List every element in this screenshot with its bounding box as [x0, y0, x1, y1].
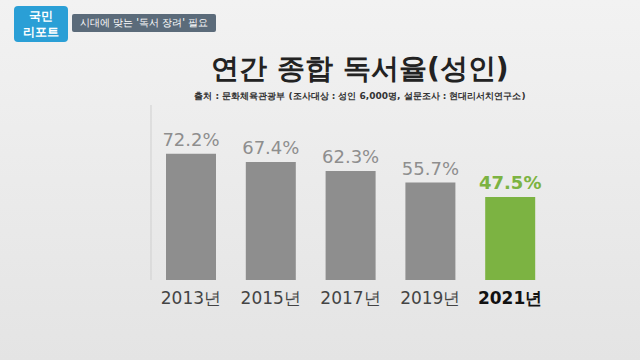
html-text:출처 : 문화체육관광부 (조사대상 : 성인 6,000명: 출처 : 문화체육관광부 (조사대상 : 성인 6,000명, 설문조사 : 현… — [194, 91, 526, 101]
svg-text:2017년: 2017년 — [320, 288, 380, 308]
html-text:시대에 맞는 '독서 장려' 필요: 시대에 맞는 '독서 장려' 필요 — [80, 17, 209, 28]
svg-text:2013년: 2013년 — [161, 288, 221, 308]
svg-text:47.5%: 47.5% — [479, 172, 541, 193]
svg-text:2015년: 2015년 — [241, 288, 301, 308]
html-text:연간 종합 독서율(성인): 연간 종합 독서율(성인) — [211, 52, 509, 85]
svg-text:2021년: 2021년 — [478, 288, 542, 308]
svg-text:72.2%: 72.2% — [162, 129, 219, 150]
svg-text:67.4%: 67.4% — [242, 137, 299, 158]
html-text:국민: 국민 — [29, 9, 53, 23]
svg-text:2019년: 2019년 — [400, 288, 460, 308]
svg-text:62.3%: 62.3% — [322, 146, 379, 167]
svg-text:55.7%: 55.7% — [402, 158, 459, 179]
html-text:리포트: 리포트 — [23, 25, 59, 39]
